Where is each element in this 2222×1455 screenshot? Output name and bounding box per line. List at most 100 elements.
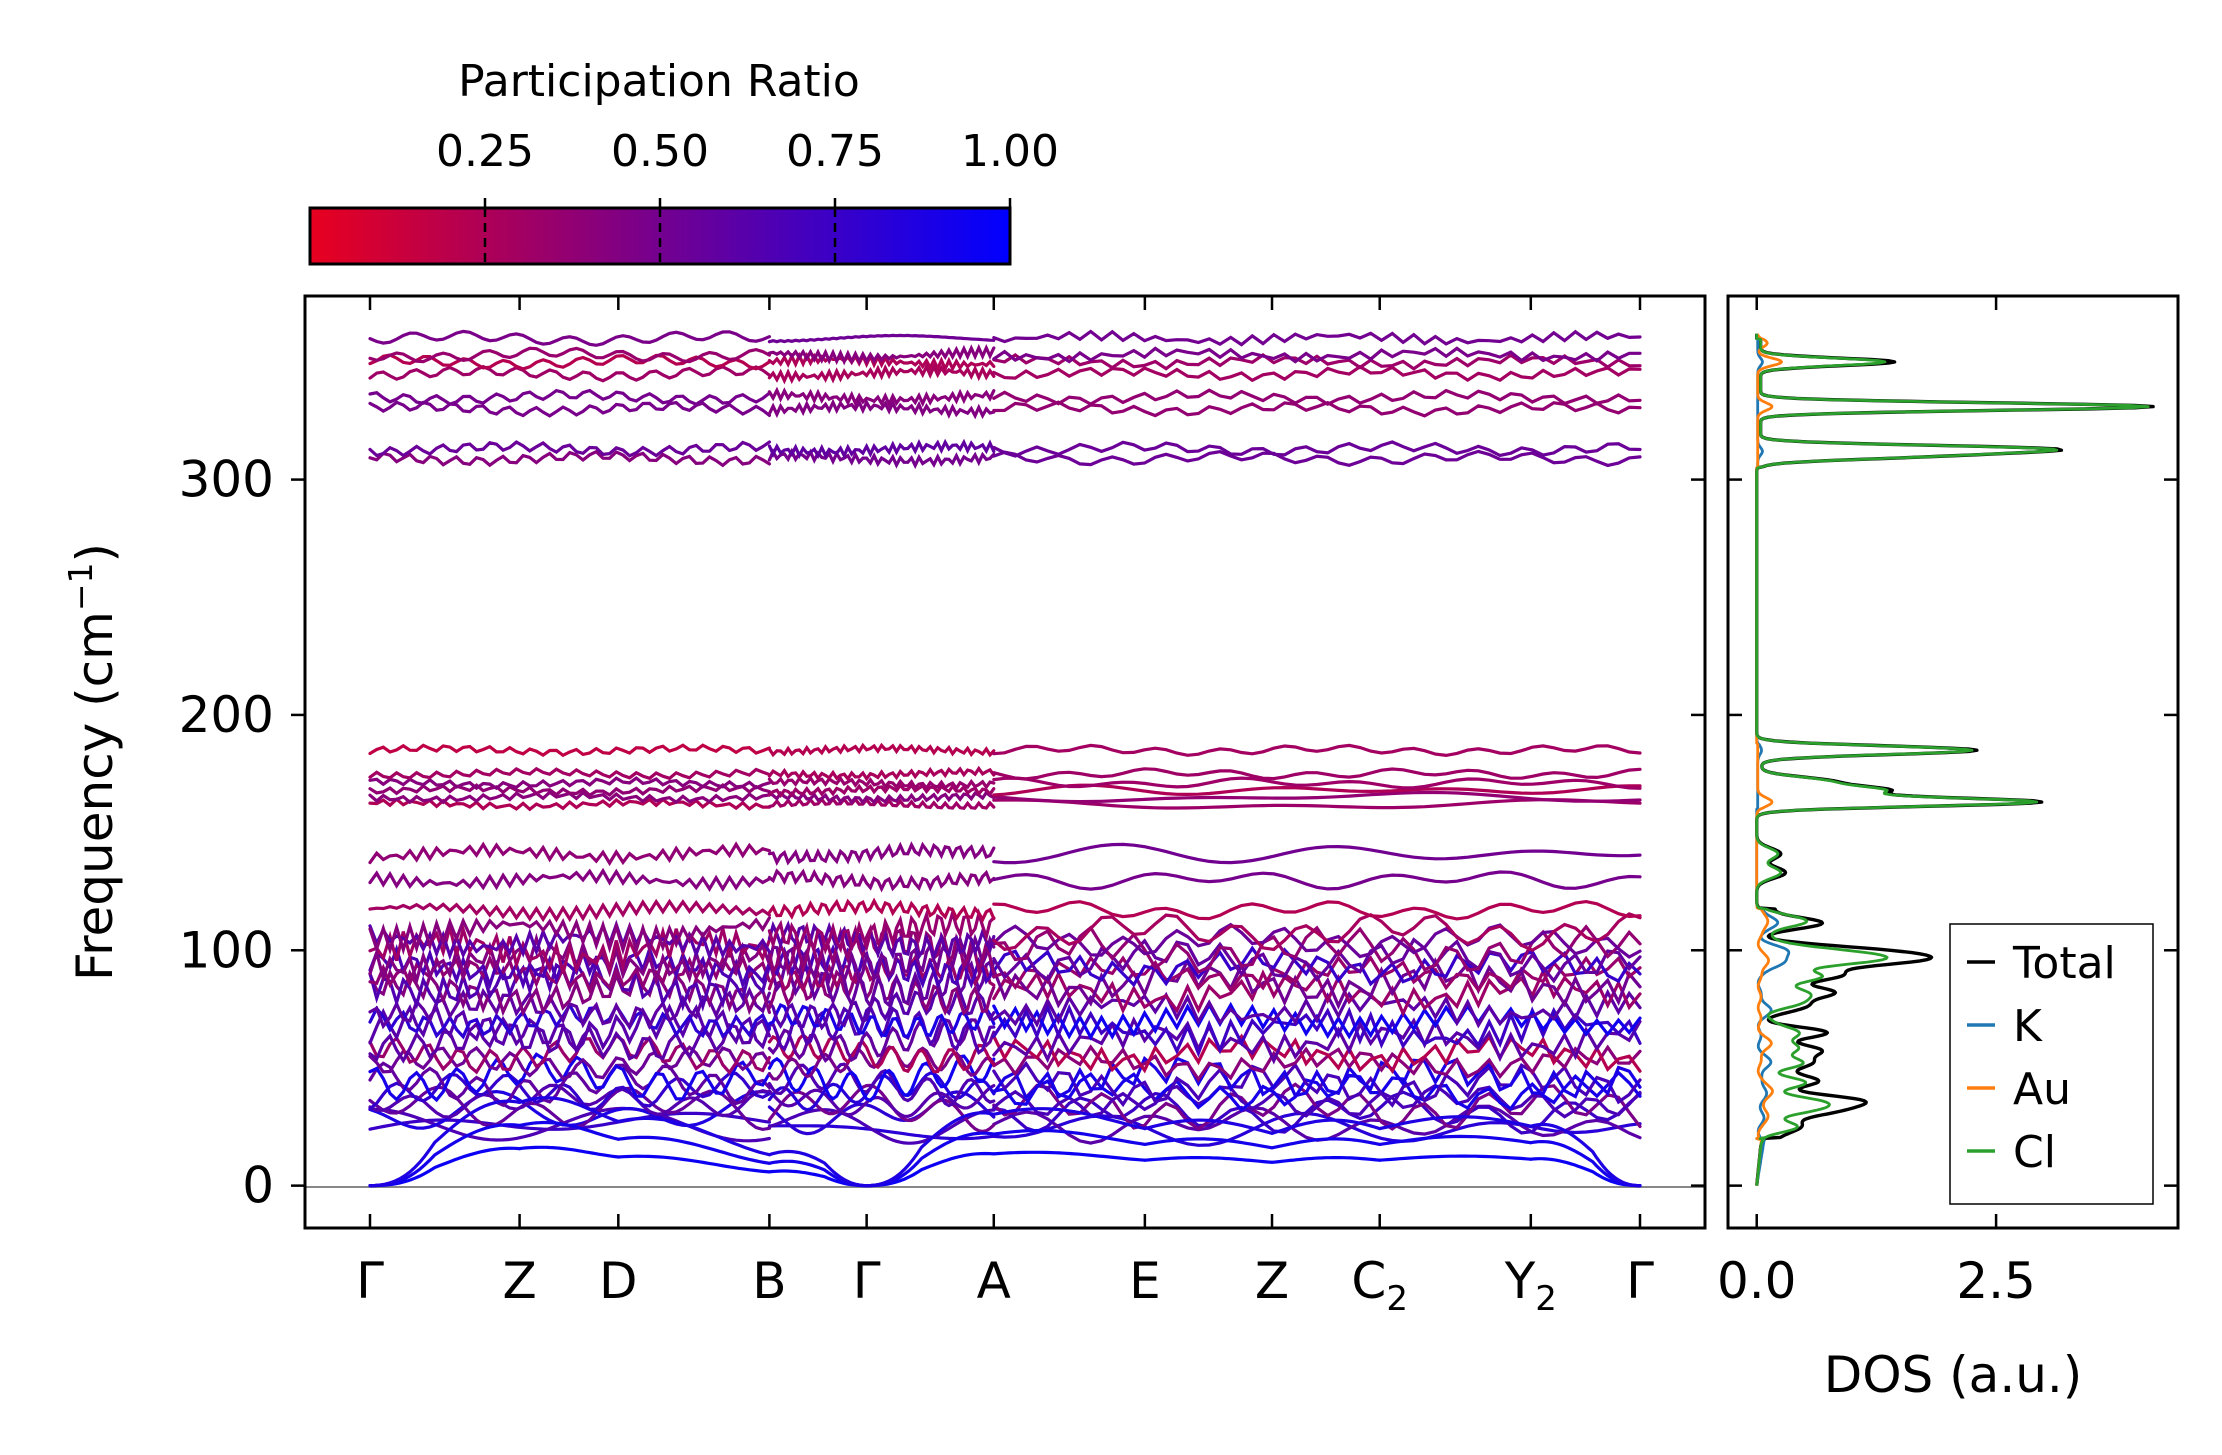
optical-band [767, 1090, 996, 1136]
colorbar-tick-label: 0.25 [436, 126, 534, 177]
optical-band [767, 333, 996, 344]
frequency-tick-label: 300 [179, 451, 274, 509]
kpoint-label: E [1129, 1252, 1161, 1310]
optical-band [368, 923, 771, 975]
optical-band [992, 1090, 1642, 1135]
colorbar-tick-label: 1.00 [961, 126, 1059, 177]
acoustic-band [1270, 1137, 1382, 1150]
acoustic-band [1143, 1118, 1274, 1135]
optical-band [767, 790, 996, 806]
optical-band [992, 955, 1642, 994]
band-axis-ticks [291, 296, 1705, 1228]
optical-band [368, 1071, 771, 1112]
dos-axis-label: DOS (a.u.) [1824, 1346, 2083, 1404]
colorbar: Participation Ratio 0.25 0.50 0.75 1.00 [308, 56, 1059, 266]
kpoint-label: Γ [853, 1252, 881, 1310]
optical-band [368, 797, 771, 812]
dos-tick-labels: 0.0 2.5 [1717, 1252, 2036, 1310]
colorbar-tick-labels: 0.25 0.50 0.75 1.00 [436, 126, 1059, 177]
optical-band [992, 1055, 1642, 1101]
optical-band [767, 386, 996, 409]
optical-band [368, 1111, 771, 1131]
acoustic-band [368, 1146, 522, 1188]
optical-band [992, 353, 1642, 371]
kpoint-label-subscript: 2 [1386, 1279, 1408, 1319]
dos-axis-ticks [1728, 296, 2178, 1228]
optical-band [767, 796, 996, 811]
acoustic-band [1143, 1137, 1274, 1150]
optical-band [992, 776, 1642, 790]
optical-band [992, 1016, 1642, 1065]
optical-band [767, 398, 996, 420]
dos-panel-frame [1726, 294, 2180, 1230]
optical-band [767, 1062, 996, 1108]
optical-band [767, 1003, 996, 1039]
optical-band [992, 440, 1642, 458]
acoustic-band [1378, 1134, 1533, 1146]
optical-band [992, 400, 1642, 418]
optical-band [992, 957, 1642, 1010]
optical-band [767, 897, 996, 924]
kpoint-label-main: Z [502, 1252, 536, 1310]
optical-band [368, 867, 771, 892]
legend-label-k: K [2013, 1001, 2043, 1052]
kpoint-label-main: D [599, 1252, 638, 1310]
kpoint-label-main: E [1129, 1252, 1161, 1310]
acoustic-band [1529, 1122, 1642, 1188]
optical-band [767, 343, 996, 366]
dos-series-cl [1755, 333, 2150, 1186]
kpoint-label: C2 [1351, 1252, 1408, 1319]
legend-frame [1949, 923, 2154, 1205]
optical-band [368, 743, 771, 758]
acoustic-band [1529, 1139, 1642, 1188]
optical-band [368, 916, 771, 956]
frequency-axis-label-tail: ) [66, 543, 124, 563]
kpoint-label: Γ [1626, 1252, 1654, 1310]
optical-band [767, 1032, 996, 1074]
optical-band [992, 870, 1642, 891]
acoustic-band [992, 1150, 1147, 1162]
kpoint-label-main: A [977, 1252, 1011, 1310]
optical-band [767, 841, 996, 866]
optical-band [767, 1084, 996, 1119]
dos-legend: Total K Au Cl [1949, 923, 2154, 1205]
optical-band [368, 329, 771, 347]
kpoint-label: A [977, 1252, 1011, 1310]
frequency-axis-label: Frequency (cm−1) [61, 543, 124, 981]
optical-band [767, 362, 996, 385]
optical-band [368, 968, 771, 1017]
optical-band [368, 400, 771, 418]
frequency-axis-label-superscript: −1 [61, 562, 100, 611]
optical-band [992, 988, 1642, 1029]
kpoint-label-main: Y [1504, 1252, 1536, 1310]
optical-band [368, 1033, 771, 1075]
acoustic-band [1270, 1156, 1382, 1164]
frequency-tick-label: 200 [179, 686, 274, 744]
optical-band [767, 775, 996, 791]
optical-band [368, 1016, 771, 1064]
optical-band [992, 388, 1642, 407]
frequency-tick-labels: 0 100 200 300 [179, 451, 274, 1215]
optical-band [992, 937, 1642, 984]
optical-band [767, 920, 996, 962]
dos-curves [1755, 333, 2155, 1187]
kpoint-label: Z [1255, 1252, 1289, 1310]
optical-band [767, 765, 996, 782]
optical-band [767, 447, 996, 470]
acoustic-band [518, 1145, 620, 1159]
optical-band [992, 1033, 1642, 1075]
optical-band [767, 906, 996, 956]
optical-band [368, 776, 771, 791]
acoustic-band [992, 1107, 1147, 1131]
optical-band [992, 743, 1642, 758]
optical-band [368, 943, 771, 991]
kpath-labels: Γ Z D B Γ A E Z C2 Y2 Γ [356, 1252, 1654, 1319]
colorbar-frame [308, 206, 1012, 266]
optical-band [368, 766, 771, 781]
optical-band [992, 912, 1642, 953]
kpoint-label: Γ [356, 1252, 384, 1310]
colorbar-tick-label: 0.75 [786, 126, 884, 177]
acoustic-band [992, 1128, 1147, 1146]
optical-band [992, 364, 1642, 383]
